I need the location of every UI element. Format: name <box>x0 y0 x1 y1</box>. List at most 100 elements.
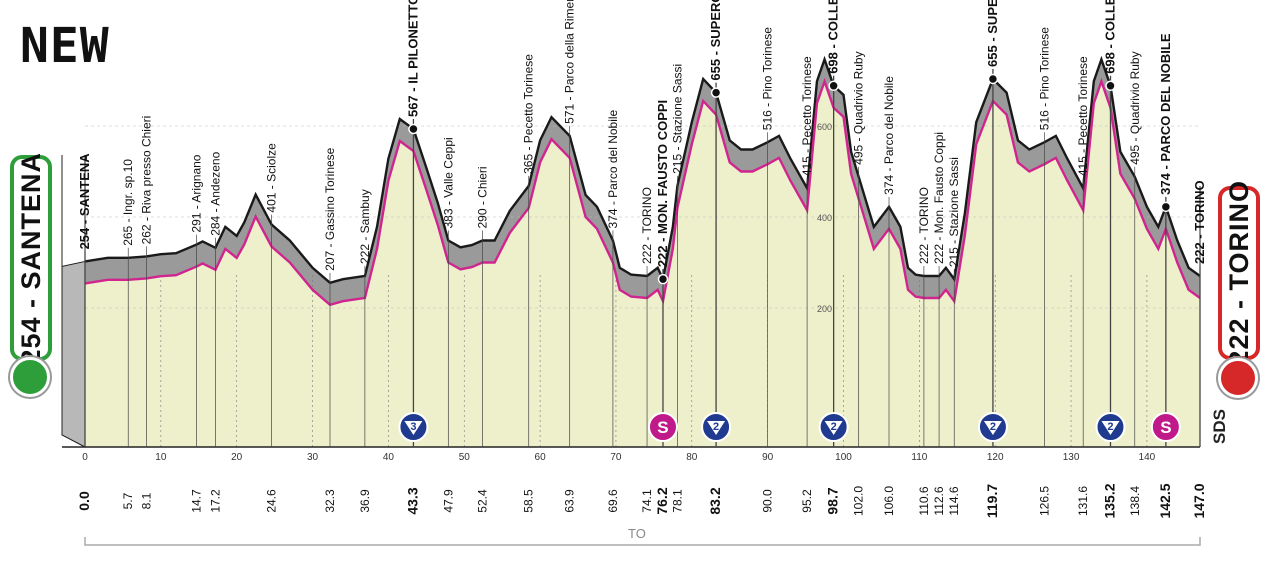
start-town-box: 254 - SANTENA <box>10 152 52 364</box>
km-tick-label: 130 <box>1063 452 1080 463</box>
place-km-label: 90.0 <box>761 489 775 513</box>
gradient-line <box>84 77 1201 307</box>
place-km-label: 78.1 <box>670 489 684 513</box>
marker-category: 2 <box>1107 421 1113 433</box>
place-label: 222 - Sambuy <box>358 189 372 264</box>
place-label: 222 - TORINO <box>1192 180 1207 264</box>
place-label: 516 - Pino Torinese <box>1038 27 1052 131</box>
place-label: 207 - Gassino Torinese <box>323 147 337 271</box>
place-km-label: 110.6 <box>917 486 931 515</box>
place-label: 415 - Pecetto Torinese <box>800 56 814 176</box>
km-tick-label: 140 <box>1139 452 1156 463</box>
place-km-label: 24.6 <box>265 489 279 513</box>
place-km-label: 147.0 <box>1191 483 1207 518</box>
start-town-label: 254 - SANTENA <box>15 151 46 365</box>
finish-flag-icon <box>1218 358 1258 398</box>
marker-category: 2 <box>831 421 837 433</box>
ground-area <box>85 81 1200 447</box>
place-km-label: 76.2 <box>654 487 670 514</box>
new-badge: NEW <box>20 18 110 74</box>
marker-category: S <box>1160 418 1171 437</box>
place-km-label: 83.2 <box>707 487 723 514</box>
kom-triangle <box>1101 421 1120 435</box>
place-km-label: 95.2 <box>800 489 814 513</box>
place-label: 222 - TORINO <box>640 187 654 264</box>
sds-logo: SDS <box>1210 409 1229 445</box>
place-km-label: 126.5 <box>1038 486 1052 516</box>
place-km-label: 47.9 <box>441 489 455 513</box>
place-km-label: 8.1 <box>139 492 153 509</box>
place-km-label: 36.9 <box>358 489 372 513</box>
place-km-label: 119.7 <box>984 484 1000 518</box>
profile-side <box>61 260 86 448</box>
place-km-label: 43.3 <box>404 487 420 514</box>
place-label: 495 - Quadrivio Ruby <box>1128 51 1142 164</box>
kom-triangle <box>404 421 423 435</box>
place-km-label: 114.6 <box>947 486 961 515</box>
place-label: 655 - SUPERGA (Bric del Duca) <box>985 0 1000 67</box>
place-label: 567 - IL PILONETTO <box>405 0 420 117</box>
marker-category: 3 <box>410 421 416 433</box>
place-label: 215 - Stazione Sassi <box>947 157 961 267</box>
place-label: 265 - Ingr. sp.10 <box>121 159 135 246</box>
place-km-label: 14.7 <box>190 489 204 513</box>
place-km-label: 69.6 <box>606 489 620 513</box>
kom-marker-icon: 3 <box>398 412 429 442</box>
kom-triangle <box>824 421 843 435</box>
km-tick-label: 0 <box>82 452 88 463</box>
place-label: 290 - Chieri <box>475 166 489 228</box>
place-label: 383 - Valle Ceppi <box>441 137 455 228</box>
place-km-label: 112.6 <box>932 486 946 515</box>
place-label: 222 - MON. FAUSTO COPPI <box>655 100 670 267</box>
kom-marker-icon: 2 <box>1095 412 1126 442</box>
sprint-circle <box>647 412 678 442</box>
place-km-label: 106.0 <box>882 486 896 516</box>
place-km-label: 0.0 <box>76 491 92 511</box>
place-km-label: 142.5 <box>1157 483 1173 518</box>
km-tick-label: 30 <box>307 452 319 463</box>
place-label: 655 - SUPERGA (Bric del Duca) <box>708 0 723 81</box>
place-label: 215 - Stazione Sassi <box>670 64 684 174</box>
place-label: 374 - Parco del Nobile <box>606 109 620 228</box>
altitude-tick-label: 600 <box>817 122 832 132</box>
place-km-label: 63.9 <box>563 489 577 513</box>
finish-town-box: 222 - TORINO <box>1218 180 1260 366</box>
place-km-label: 58.5 <box>522 489 536 513</box>
place-label: 495 - Quadrivio Ruby <box>852 51 866 164</box>
place-label: 291 - Arignano <box>190 154 204 232</box>
profile-edge-line <box>84 55 1201 285</box>
km-tick-label: 120 <box>987 452 1004 463</box>
kom-triangle <box>707 421 726 435</box>
km-tick-label: 10 <box>155 452 167 463</box>
km-tick-label: 70 <box>610 452 622 463</box>
place-label: 401 - Sciolze <box>265 143 279 213</box>
kom-marker-icon: 2 <box>977 412 1008 442</box>
place-label: 698 - COLLE DELLA MADDALENA <box>1102 0 1117 74</box>
place-km-label: 5.7 <box>121 492 135 509</box>
place-km-label: 17.2 <box>208 489 222 513</box>
place-label: 284 - Andezeno <box>208 151 222 235</box>
km-tick-label: 20 <box>231 452 243 463</box>
place-label: 262 - Riva presso Chieri <box>139 116 153 245</box>
place-km-label: 98.7 <box>825 487 841 514</box>
place-label: 516 - Pino Torinese <box>761 27 775 131</box>
total-range-bracket <box>84 537 1201 546</box>
place-km-label: 102.0 <box>852 486 866 516</box>
kom-marker-icon: 2 <box>701 412 732 442</box>
place-label: 222 - Mon. Fausto Coppi <box>932 132 946 264</box>
summit-dot <box>657 273 669 285</box>
place-label: 222 - TORINO <box>917 187 931 264</box>
place-label: 571 - Parco della Rimembranza (Ingresso … <box>563 0 577 124</box>
place-km-label: 135.2 <box>1101 483 1117 518</box>
summit-dot <box>987 73 999 85</box>
altitude-tick-label: 200 <box>817 304 832 314</box>
summit-dot <box>710 87 722 98</box>
place-km-label: 131.6 <box>1076 486 1090 516</box>
sprint-marker-icon: S <box>647 412 678 442</box>
place-label: 374 - PARCO DEL NOBILE <box>1158 33 1173 195</box>
place-label: 698 - COLLE DELLA MADDALENA <box>826 0 841 74</box>
km-tick-label: 60 <box>535 452 547 463</box>
marker-category: 2 <box>990 421 996 433</box>
marker-category: S <box>657 418 668 437</box>
